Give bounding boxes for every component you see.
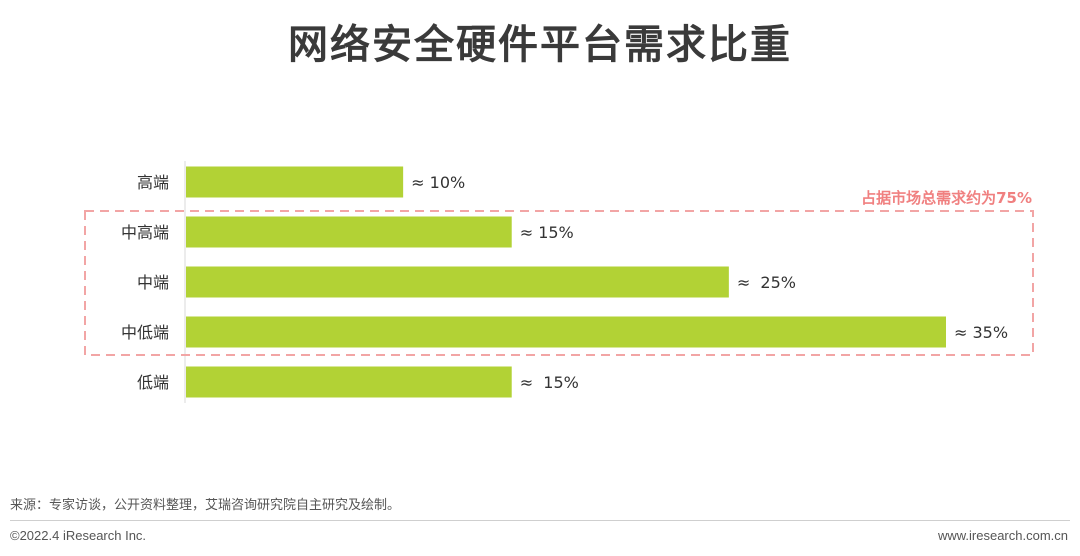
value-label: ≈ 15% — [520, 373, 579, 392]
bar — [186, 166, 404, 198]
footer-divider — [10, 520, 1070, 521]
category-label: 中端 — [137, 273, 169, 292]
bar — [186, 266, 729, 298]
page-title: 网络安全硬件平台需求比重 — [288, 22, 792, 68]
bar — [186, 366, 512, 398]
highlight-label: 占据市场总需求约为75% — [861, 189, 1032, 207]
value-label: ≈ 15% — [520, 223, 574, 242]
value-label: ≈ 35% — [954, 323, 1008, 342]
bar — [186, 216, 512, 248]
value-label: ≈ 10% — [411, 173, 465, 192]
category-label: 中低端 — [121, 323, 169, 342]
highlight-box — [84, 210, 1034, 356]
category-label: 高端 — [137, 173, 169, 192]
bar-chart: 占据市场总需求约为75% 高端 ≈ 10% 中高端 ≈ 15% 中端 ≈ 25% 中低端 ≈ 3… — [84, 161, 1034, 403]
category-label: 中高端 — [121, 223, 169, 242]
source-note: 来源：专家访谈，公开资料整理，艾瑞咨询研究院自主研究及绘制。 — [10, 498, 401, 513]
value-label: ≈ 25% — [737, 273, 796, 292]
copyright: ©2022.4 iResearch Inc. — [10, 528, 147, 543]
website-url: www.iresearch.com.cn — [937, 528, 1068, 543]
category-label: 低端 — [137, 373, 169, 392]
bar — [186, 316, 946, 348]
